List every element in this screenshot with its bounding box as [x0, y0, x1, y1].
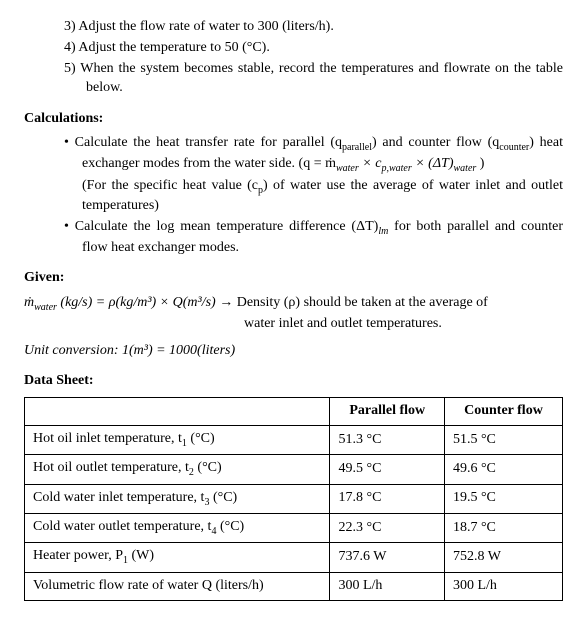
calc-sub: p,water: [381, 163, 411, 174]
row-counter-value: 752.8 W: [444, 543, 562, 572]
eq-note: Density (ρ) should be taken at the avera…: [237, 295, 488, 310]
calc-text: (For the specific heat value (c: [82, 178, 258, 193]
calc-text: Calculate the heat transfer rate for par…: [75, 135, 342, 150]
calc-text: ): [476, 156, 484, 171]
row-label: Cold water inlet temperature, t3 (°C): [25, 484, 330, 513]
row-label: Cold water outlet temperature, t4 (°C): [25, 514, 330, 543]
table-row: Heater power, P1 (W)737.6 W752.8 W: [25, 543, 563, 572]
row-parallel-value: 17.8 °C: [330, 484, 444, 513]
row-label: Heater power, P1 (W): [25, 543, 330, 572]
calc-bullet-1-note: (For the specific heat value (cp) of wat…: [64, 177, 563, 216]
calc-text: × (ΔT): [412, 156, 454, 171]
row-parallel-value: 22.3 °C: [330, 514, 444, 543]
given-equation: ṁwater (kg/s) = ρ(kg/m³) × Q(m³/s) → Den…: [24, 294, 563, 314]
table-row: Hot oil outlet temperature, t2 (°C)49.5 …: [25, 455, 563, 484]
table-row: Cold water outlet temperature, t4 (°C)22…: [25, 514, 563, 543]
calc-text: ) and counter flow (q: [372, 135, 499, 150]
table-header-parallel: Parallel flow: [330, 398, 444, 426]
row-counter-value: 18.7 °C: [444, 514, 562, 543]
row-counter-value: 300 L/h: [444, 572, 562, 600]
row-counter-value: 51.5 °C: [444, 426, 562, 455]
row-parallel-value: 737.6 W: [330, 543, 444, 572]
table-row: Volumetric flow rate of water Q (liters/…: [25, 572, 563, 600]
calc-bullet-1: • Calculate the heat transfer rate for p…: [64, 134, 563, 175]
calc-sub: water: [336, 163, 359, 174]
eq-text: ṁ: [24, 295, 34, 310]
heading-given: Given:: [24, 269, 563, 288]
row-counter-value: 49.6 °C: [444, 455, 562, 484]
unitconv-text: Unit conversion: 1(m³) = 1000(liters): [24, 343, 235, 358]
heading-datasheet: Data Sheet:: [24, 372, 563, 391]
row-label: Hot oil outlet temperature, t2 (°C): [25, 455, 330, 484]
row-counter-value: 19.5 °C: [444, 484, 562, 513]
row-parallel-value: 49.5 °C: [330, 455, 444, 484]
calc-sub: counter: [499, 142, 529, 153]
row-label: Hot oil inlet temperature, t1 (°C): [25, 426, 330, 455]
step-4: 4) Adjust the temperature to 50 (°C).: [64, 39, 563, 58]
row-parallel-value: 300 L/h: [330, 572, 444, 600]
calc-text: Calculate the log mean temperature diffe…: [75, 219, 379, 234]
calc-sub: water: [454, 163, 477, 174]
table-row: Cold water inlet temperature, t3 (°C)17.…: [25, 484, 563, 513]
given-equation-note2: water inlet and outlet temperatures.: [244, 315, 563, 334]
table-header-counter: Counter flow: [444, 398, 562, 426]
bullet-glyph: •: [64, 219, 75, 234]
eq-text: (kg/s) = ρ(kg/m³) × Q(m³/s) →: [57, 295, 237, 310]
calc-sub: parallel: [342, 142, 372, 153]
unit-conversion: Unit conversion: 1(m³) = 1000(liters): [24, 342, 563, 361]
calc-sub: lm: [378, 226, 388, 237]
row-label: Volumetric flow rate of water Q (liters/…: [25, 572, 330, 600]
calc-text: × c: [359, 156, 382, 171]
calc-bullet-2: • Calculate the log mean temperature dif…: [64, 218, 563, 257]
data-sheet-table: Parallel flow Counter flow Hot oil inlet…: [24, 397, 563, 600]
step-3: 3) Adjust the flow rate of water to 300 …: [64, 18, 563, 37]
table-header-blank: [25, 398, 330, 426]
bullet-glyph: •: [64, 135, 75, 150]
step-5: 5) When the system becomes stable, recor…: [64, 60, 563, 98]
table-header-row: Parallel flow Counter flow: [25, 398, 563, 426]
eq-sub: water: [34, 302, 57, 313]
table-row: Hot oil inlet temperature, t1 (°C)51.3 °…: [25, 426, 563, 455]
heading-calculations: Calculations:: [24, 110, 563, 129]
row-parallel-value: 51.3 °C: [330, 426, 444, 455]
